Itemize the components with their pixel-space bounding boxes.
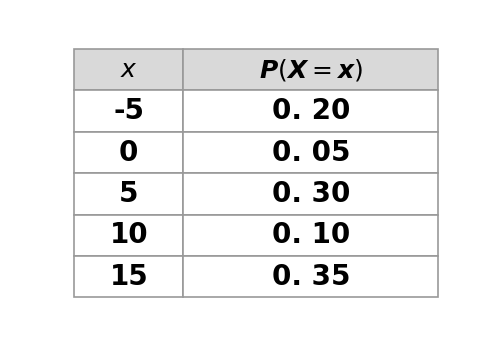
Text: 0. 20: 0. 20 — [272, 97, 350, 125]
Bar — [74, 256, 184, 297]
Text: 10: 10 — [110, 221, 148, 249]
Text: 0. 05: 0. 05 — [272, 139, 350, 166]
Text: 0. 35: 0. 35 — [272, 263, 350, 291]
Bar — [184, 49, 438, 91]
Text: 0. 30: 0. 30 — [272, 180, 350, 208]
Text: 15: 15 — [110, 263, 148, 291]
Bar — [184, 215, 438, 256]
Text: -5: -5 — [114, 97, 144, 125]
Bar — [74, 132, 184, 173]
Bar — [74, 49, 184, 91]
Bar — [184, 256, 438, 297]
Text: $\mathbf{\mathit{x}}$: $\mathbf{\mathit{x}}$ — [120, 58, 138, 82]
Text: 5: 5 — [119, 180, 139, 208]
Bar — [184, 173, 438, 215]
Bar — [74, 215, 184, 256]
Bar — [184, 91, 438, 132]
Text: 0: 0 — [119, 139, 139, 166]
Bar — [74, 91, 184, 132]
Text: $\boldsymbol{P}(\boldsymbol{X} = \boldsymbol{x})$: $\boldsymbol{P}(\boldsymbol{X} = \boldsy… — [259, 57, 363, 83]
Bar — [74, 173, 184, 215]
Text: 0. 10: 0. 10 — [272, 221, 350, 249]
Bar — [184, 132, 438, 173]
